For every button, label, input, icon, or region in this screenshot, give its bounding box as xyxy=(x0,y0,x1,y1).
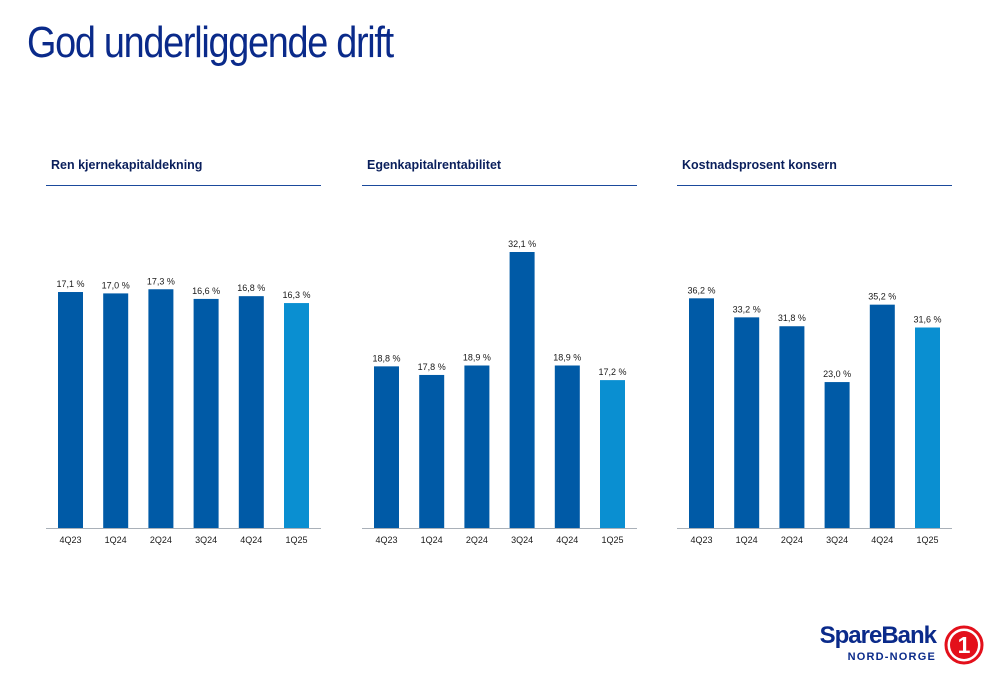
chart-title: Kostnadsprosent konsern xyxy=(682,158,837,172)
data-label: 31,8 % xyxy=(778,313,806,323)
data-label: 18,9 % xyxy=(463,352,491,362)
x-tick-label: 4Q24 xyxy=(556,535,578,545)
bar-4q23 xyxy=(689,298,714,528)
chart-panel-egenkapitalrentabilitet: Egenkapitalrentabilitet 18,8 % 4Q23 17,8 %… xyxy=(362,150,637,550)
x-tick-label: 1Q25 xyxy=(601,535,623,545)
bar-3q24 xyxy=(193,298,219,528)
bar-4q23 xyxy=(374,366,399,528)
page-title: God underliggende drift xyxy=(27,18,394,67)
x-tick-label: 1Q25 xyxy=(916,535,938,545)
bar-4q24 xyxy=(554,365,580,528)
x-tick-label: 1Q24 xyxy=(105,535,127,545)
x-tick-label: 4Q24 xyxy=(871,535,893,545)
x-tick-label: 4Q23 xyxy=(690,535,712,545)
x-tick-label: 1Q24 xyxy=(736,535,758,545)
bar-1q25 xyxy=(915,327,940,528)
bar-2q24 xyxy=(779,326,805,528)
x-tick-label: 2Q24 xyxy=(150,535,172,545)
bar-2q24 xyxy=(148,289,174,528)
title-divider xyxy=(46,185,321,186)
bar-1q24 xyxy=(103,293,129,528)
x-tick-label: 2Q24 xyxy=(781,535,803,545)
title-divider xyxy=(362,185,637,186)
x-tick-label: 1Q24 xyxy=(421,535,443,545)
data-label: 17,1 % xyxy=(56,279,84,289)
data-label: 17,2 % xyxy=(598,367,626,377)
data-label: 18,9 % xyxy=(553,352,581,362)
chart-panel-ren-kjernekapitaldekning: Ren kjernekapitaldekning 17,1 % 4Q23 17,0 … xyxy=(46,150,321,550)
data-label: 17,3 % xyxy=(147,276,175,286)
sparebank-logo: SpareBank NORD-NORGE 1 xyxy=(820,622,988,668)
bar-1q24 xyxy=(734,317,760,528)
data-label: 33,2 % xyxy=(733,304,761,314)
x-tick-label: 1Q25 xyxy=(285,535,307,545)
data-label: 16,8 % xyxy=(237,283,265,293)
data-label: 17,0 % xyxy=(102,280,130,290)
logo-subtitle: NORD-NORGE xyxy=(847,651,936,663)
data-label: 17,8 % xyxy=(418,362,446,372)
x-tick-label: 2Q24 xyxy=(466,535,488,545)
data-label: 36,2 % xyxy=(687,285,715,295)
bar-1q24 xyxy=(419,374,445,528)
bar-1q25 xyxy=(600,380,625,528)
x-tick-label: 3Q24 xyxy=(195,535,217,545)
logo-wordmark: SpareBank xyxy=(819,622,937,649)
x-tick-label: 3Q24 xyxy=(511,535,533,545)
data-label: 35,2 % xyxy=(868,292,896,302)
x-tick-label: 4Q23 xyxy=(59,535,81,545)
bar-chart: 36,2 % 4Q23 33,2 % 1Q24 31,8 % 2Q24 23,0 % 3Q24… xyxy=(677,285,952,545)
data-label: 32,1 % xyxy=(508,239,536,249)
x-tick-label: 4Q24 xyxy=(240,535,262,545)
data-label: 23,0 % xyxy=(823,369,851,379)
chart-title: Ren kjernekapitaldekning xyxy=(51,158,203,172)
data-label: 18,8 % xyxy=(372,353,400,363)
title-divider xyxy=(677,185,952,186)
chart-panel-kostnadsprosent-konsern: Kostnadsprosent konsern 36,2 % 4Q23 33,2 %… xyxy=(677,150,952,550)
bar-4q24 xyxy=(238,296,264,528)
bar-3q24 xyxy=(509,252,535,528)
logo-mark-number: 1 xyxy=(958,632,971,658)
data-label: 31,6 % xyxy=(913,315,941,325)
bar-4q23 xyxy=(58,292,83,528)
x-tick-label: 4Q23 xyxy=(375,535,397,545)
bar-2q24 xyxy=(464,365,490,528)
bar-3q24 xyxy=(824,382,850,528)
bar-chart: 17,1 % 4Q23 17,0 % 1Q24 17,3 % 2Q24 16,6 % 3Q24… xyxy=(46,276,321,545)
x-tick-label: 3Q24 xyxy=(826,535,848,545)
chart-title: Egenkapitalrentabilitet xyxy=(367,158,502,172)
data-label: 16,3 % xyxy=(282,290,310,300)
bar-1q25 xyxy=(284,303,309,528)
bar-4q24 xyxy=(869,304,895,528)
logo-mark-icon: 1 xyxy=(944,625,984,665)
bar-chart: 18,8 % 4Q23 17,8 % 1Q24 18,9 % 2Q24 32,1 % 3Q24… xyxy=(362,239,637,545)
data-label: 16,6 % xyxy=(192,286,220,296)
